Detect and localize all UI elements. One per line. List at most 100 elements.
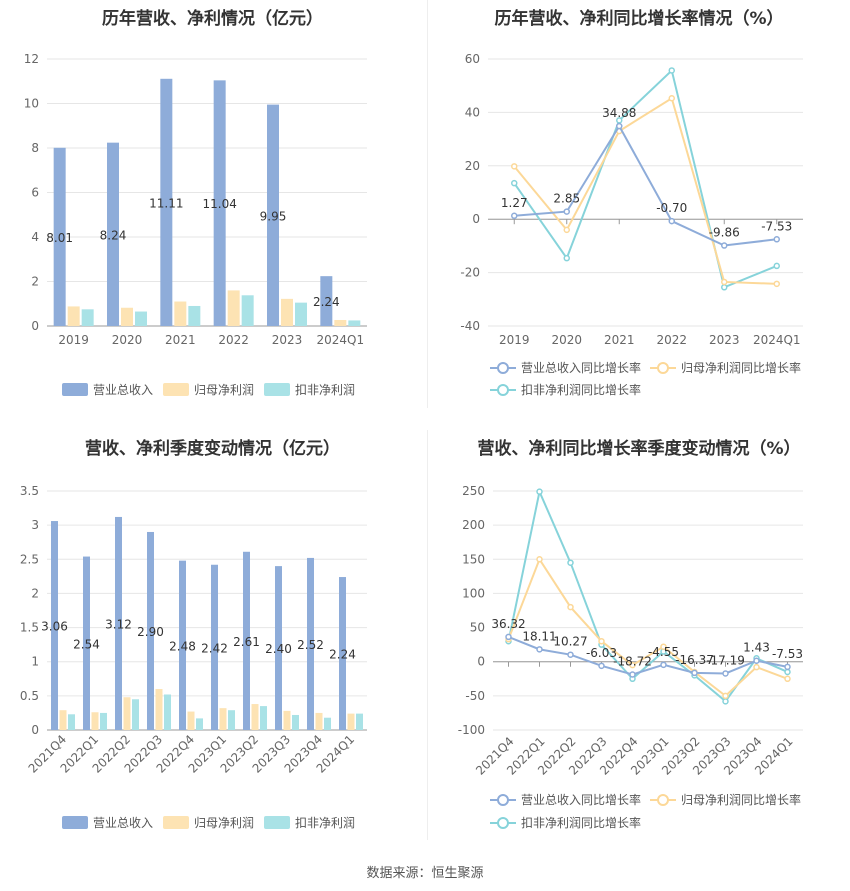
y-tick-label: 4 <box>31 230 39 244</box>
data-point <box>505 633 512 641</box>
x-tick-label: 2023 <box>709 333 740 347</box>
bar <box>155 689 163 730</box>
data-point <box>753 663 760 671</box>
y-tick-label: -50 <box>465 689 485 703</box>
data-point <box>563 226 570 234</box>
y-tick-label: 40 <box>465 105 480 119</box>
bar <box>315 712 323 730</box>
bar <box>51 521 58 730</box>
data-point <box>563 208 570 215</box>
legend-swatch <box>163 383 189 396</box>
data-point <box>567 559 574 566</box>
data-point <box>721 242 728 249</box>
legend-marker <box>497 362 509 374</box>
data-label: 10.27 <box>553 635 587 649</box>
y-tick-label: 3 <box>31 518 39 532</box>
bar <box>219 708 227 730</box>
y-tick-label: 250 <box>462 484 485 498</box>
data-label: -17.19 <box>706 653 745 667</box>
bar <box>123 697 131 730</box>
bar <box>174 301 187 326</box>
data-point <box>598 637 605 645</box>
bar <box>213 80 226 326</box>
y-tick-label: 0 <box>472 212 480 226</box>
bar <box>267 104 279 326</box>
data-point <box>629 671 636 678</box>
data-label: 9.95 <box>260 209 287 223</box>
data-point <box>721 278 728 286</box>
x-tick-label: 2020 <box>551 333 582 347</box>
bar <box>196 718 203 730</box>
bar <box>91 712 99 730</box>
data-point <box>563 254 570 262</box>
data-point <box>773 280 780 288</box>
legend-swatch <box>62 383 88 396</box>
data-point <box>511 212 518 220</box>
data-label: -7.53 <box>761 219 792 233</box>
bar <box>179 560 186 730</box>
legend-label: 营业总收入 <box>93 383 153 397</box>
bar <box>147 531 154 730</box>
panel-annual-revenue: 历年营收、净利情况（亿元） 0 2 4 6 8 10 12 2019 2020 2021 2022 2… <box>0 0 425 410</box>
data-label: -16.37 <box>675 653 714 667</box>
y-tick-label: 20 <box>465 159 480 173</box>
data-label: 11.04 <box>202 197 236 211</box>
y-tick-label: 0 <box>31 723 39 737</box>
chart-title: 历年营收、净利同比增长率情况（%） <box>494 9 784 29</box>
bar <box>115 516 122 730</box>
bar <box>81 309 94 326</box>
x-tick-label: 2021 <box>165 333 196 347</box>
bar <box>227 290 240 326</box>
data-point <box>536 646 543 653</box>
chart-title: 历年营收、净利情况（亿元） <box>102 9 323 29</box>
legend-label: 营业总收入 <box>93 816 153 830</box>
data-label: 11.11 <box>149 196 183 210</box>
legend-label: 扣非净利润同比增长率 <box>521 382 641 397</box>
data-label: 2.61 <box>233 635 260 649</box>
legend-label: 扣非净利润同比增长率 <box>521 815 641 830</box>
data-point <box>511 179 518 187</box>
y-tick-label: 12 <box>24 52 39 66</box>
data-point <box>567 603 574 611</box>
data-label: 2.85 <box>553 192 580 206</box>
data-point <box>773 236 780 243</box>
data-point <box>567 651 574 658</box>
x-tick-label: 2024Q1 <box>753 333 801 347</box>
y-tick-label: 2 <box>31 586 39 600</box>
y-tick-label: 10 <box>24 97 39 111</box>
data-point <box>784 663 791 671</box>
panel-quarterly-revenue: 营收、净利季度变动情况（亿元） 0 0.5 1 1.5 2 2.5 3 3.5 2021Q4 20… <box>0 428 425 848</box>
data-point <box>616 122 623 130</box>
bar <box>211 564 218 730</box>
series-line <box>507 488 788 703</box>
y-tick-label: 6 <box>31 186 39 200</box>
bar <box>295 302 307 326</box>
bar <box>348 320 361 326</box>
bar <box>59 710 67 730</box>
bar <box>83 556 90 730</box>
x-tick-label: 2020 <box>112 333 143 347</box>
data-label: -9.86 <box>709 226 740 240</box>
data-point <box>722 698 729 705</box>
x-tick-label: 2019 <box>499 333 530 347</box>
data-label: 1.27 <box>501 196 528 210</box>
series-line <box>507 557 788 698</box>
bar <box>107 142 119 326</box>
annual-growth-line-chart: -40 -20 0 20 40 60 2019 2020 2021 2022 2023 2024Q1 1… <box>460 52 803 397</box>
y-tick-label: 0 <box>477 655 485 669</box>
bar <box>281 298 293 326</box>
y-tick-label: 2 <box>31 275 39 289</box>
series-line <box>514 124 777 247</box>
data-label: 8.24 <box>100 228 127 242</box>
data-label: 2.40 <box>265 642 292 656</box>
divider <box>427 430 428 840</box>
data-source: 数据来源：恒生聚源 <box>366 866 484 881</box>
data-label: 18.11 <box>522 629 556 643</box>
data-label: 2.24 <box>313 295 340 309</box>
bar <box>160 78 173 327</box>
bar <box>260 706 267 730</box>
legend-marker <box>657 794 669 806</box>
bar <box>187 711 195 730</box>
y-tick-label: 2.5 <box>20 552 39 566</box>
bar <box>67 306 80 326</box>
